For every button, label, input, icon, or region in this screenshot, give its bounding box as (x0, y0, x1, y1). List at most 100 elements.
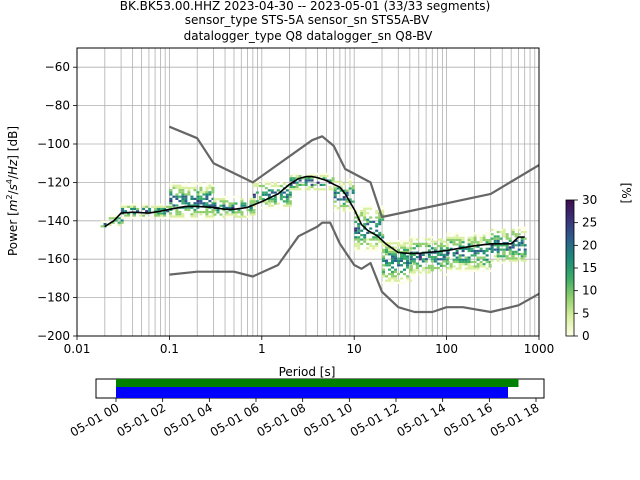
x-tick-label: 100 (435, 342, 458, 356)
density-cell (163, 214, 167, 217)
density-cell (178, 200, 182, 203)
density-cell (508, 257, 512, 260)
density-cell (514, 259, 518, 262)
title-line-1: BK.BK53.00.HHZ 2023-04-30 -- 2023-05-01 … (120, 0, 491, 13)
density-cell (388, 246, 392, 249)
density-cell (322, 188, 326, 191)
density-cell (511, 250, 515, 253)
density-cell (169, 208, 173, 211)
density-cell (418, 258, 422, 261)
density-cell (237, 209, 241, 212)
density-cell (133, 212, 137, 215)
density-cell (252, 182, 256, 185)
density-cell (313, 183, 317, 186)
density-cell (439, 262, 443, 265)
density-cell (382, 248, 386, 251)
density-cell (496, 257, 500, 260)
density-cell (339, 185, 343, 188)
density-cell (446, 267, 450, 270)
density-cell (172, 215, 176, 218)
density-cell (505, 248, 509, 251)
density-cell (273, 184, 277, 188)
density-cell (319, 172, 323, 175)
density-cell (418, 242, 422, 245)
density-cell (237, 195, 241, 199)
density-cell (445, 273, 449, 276)
density-cell (467, 263, 471, 266)
density-cell (304, 181, 308, 184)
density-cell (409, 248, 413, 251)
density-cell (520, 244, 524, 247)
density-cell (184, 182, 188, 185)
density-cell (348, 182, 352, 186)
density-cell (391, 275, 395, 278)
density-cell (264, 202, 268, 205)
colorbar-tick-label: 5 (582, 306, 590, 320)
density-cell (523, 248, 527, 251)
density-cell (446, 238, 450, 242)
density-cell (160, 214, 164, 217)
density-cell (424, 271, 428, 274)
density-cell (397, 248, 401, 251)
density-cell (406, 248, 410, 251)
density-cell (130, 203, 134, 206)
density-cell (166, 210, 170, 213)
density-cell (458, 254, 462, 257)
density-cell (470, 249, 474, 253)
density-cell (249, 213, 253, 216)
density-cell (391, 253, 395, 256)
timeline-tick-label: 05-01 02 (114, 400, 168, 439)
density-cell (461, 245, 465, 248)
series-line-2 (169, 221, 539, 314)
density-cell (455, 243, 459, 246)
density-cell (211, 186, 215, 189)
density-cell (458, 258, 462, 261)
density-cell (397, 240, 401, 243)
density-cell (375, 229, 379, 232)
density-cell (124, 216, 128, 219)
density-cell (511, 257, 515, 260)
density-cell (400, 259, 404, 262)
density-cell (103, 223, 107, 226)
density-cell (304, 177, 308, 180)
density-cell (288, 191, 292, 194)
density-cell (219, 204, 223, 207)
density-cell (381, 242, 385, 246)
density-cell (184, 184, 188, 187)
density-cell (169, 191, 173, 194)
density-cell (400, 253, 404, 256)
density-cell (381, 236, 385, 239)
density-cell (193, 204, 197, 207)
density-cell (473, 269, 477, 272)
density-cell (508, 246, 512, 249)
density-cell (121, 216, 125, 219)
density-cell (363, 216, 367, 219)
colorbar-tick-label: 25 (582, 216, 597, 230)
density-cell (219, 198, 223, 201)
density-cell (121, 205, 125, 208)
density-cell (467, 247, 471, 250)
density-cell (479, 263, 483, 266)
density-cell (295, 177, 299, 180)
density-cell (430, 260, 434, 263)
density-cell (375, 216, 379, 219)
density-cell (184, 206, 188, 209)
density-cell (285, 204, 289, 207)
density-cell (181, 191, 185, 194)
density-cell (511, 244, 515, 247)
density-cell (249, 209, 253, 212)
density-cell (473, 254, 477, 257)
density-cell (208, 217, 212, 220)
density-cell (464, 263, 468, 266)
density-cell (363, 214, 367, 217)
density-cell (322, 183, 326, 186)
density-cell (264, 206, 268, 210)
density-cell (400, 264, 404, 267)
density-cell (369, 220, 373, 224)
density-cell (289, 179, 293, 182)
density-cell (375, 249, 379, 252)
density-cell (336, 209, 340, 212)
density-cell (385, 246, 389, 249)
density-cell (310, 186, 314, 189)
density-cell (378, 205, 382, 208)
